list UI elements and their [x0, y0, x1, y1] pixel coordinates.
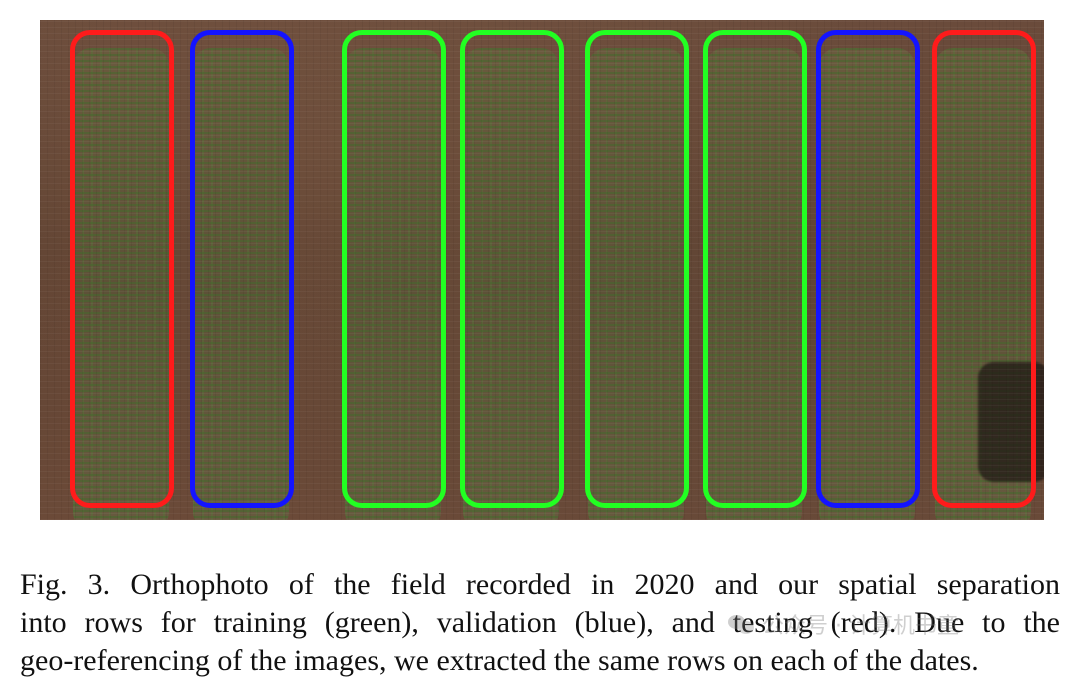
wechat-icon [728, 613, 756, 635]
crop-row-2 [193, 48, 289, 520]
crop-row-5 [588, 48, 684, 520]
caption-line-1: Fig. 3. Orthophoto of the field recorded… [20, 568, 1060, 601]
crop-row-1 [73, 48, 169, 520]
caption-line-2: into rows for training (green), validati… [20, 606, 1060, 639]
crop-row-6 [706, 48, 802, 520]
training-row-box-2 [460, 30, 564, 508]
orthophoto [40, 20, 1044, 520]
training-row-box-4 [703, 30, 807, 508]
testing-row-box-left [70, 30, 174, 508]
figure-caption: Fig. 3. Orthophoto of the field recorded… [20, 566, 1060, 680]
watermark-text: 公众号 · 计算机书童 [762, 614, 959, 639]
validation-row-box-left [190, 30, 294, 508]
crop-row-4 [463, 48, 559, 520]
testing-row-box-right [932, 30, 1036, 508]
training-row-box-3 [585, 30, 689, 508]
crop-row-7 [819, 48, 915, 520]
crop-row-3 [345, 48, 441, 520]
caption-line-3: geo-referencing of the images, we extrac… [20, 644, 979, 677]
watermark: 公众号 · 计算机书童 [728, 607, 959, 641]
validation-row-box-right [816, 30, 920, 508]
training-row-box-1 [342, 30, 446, 508]
